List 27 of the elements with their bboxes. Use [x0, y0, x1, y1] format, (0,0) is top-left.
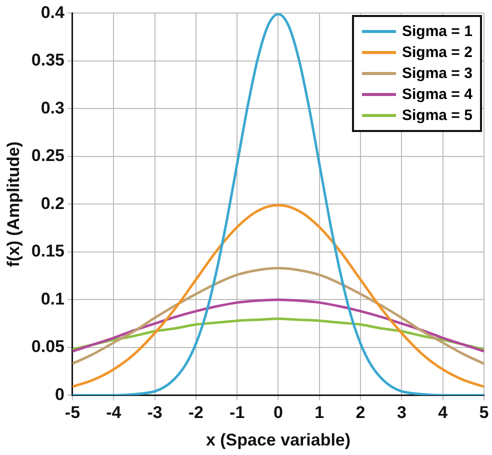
- x-tick-label: -5: [64, 403, 80, 422]
- y-tick-label: 0.4: [40, 2, 66, 22]
- legend-label: Sigma = 5: [402, 106, 472, 126]
- legend-label: Sigma = 1: [402, 22, 472, 42]
- y-tick-label: 0.35: [31, 50, 64, 70]
- x-tick-label: 2: [356, 403, 366, 422]
- y-tick-label: 0.2: [40, 194, 64, 213]
- x-tick-label: -1: [230, 403, 245, 422]
- legend-label: Sigma = 2: [402, 43, 472, 64]
- y-tick-label: 0.25: [31, 146, 64, 166]
- x-tick-label: 3: [396, 403, 406, 422]
- legend-label: Sigma = 3: [402, 64, 472, 84]
- x-tick-label: -2: [188, 403, 204, 422]
- x-tick-label: 0: [274, 403, 283, 422]
- y-axis-title: f(x) (Amplitude): [4, 141, 23, 267]
- legend-label: Sigma = 4: [402, 85, 472, 106]
- x-axis-title: x (Space variable): [206, 430, 351, 450]
- x-tick-label: 5: [479, 403, 489, 422]
- y-tick-label: 0: [55, 384, 64, 404]
- y-tick-label: 0.05: [31, 337, 64, 356]
- x-tick-label: 4: [438, 403, 448, 422]
- y-tick-label: 0.3: [40, 98, 64, 118]
- y-tick-label: 0.1: [40, 289, 64, 308]
- x-tick-label: -3: [147, 403, 162, 422]
- y-tick-label: 0.15: [31, 242, 64, 261]
- x-tick-label: 1: [314, 403, 324, 422]
- x-tick-label: -4: [106, 403, 122, 422]
